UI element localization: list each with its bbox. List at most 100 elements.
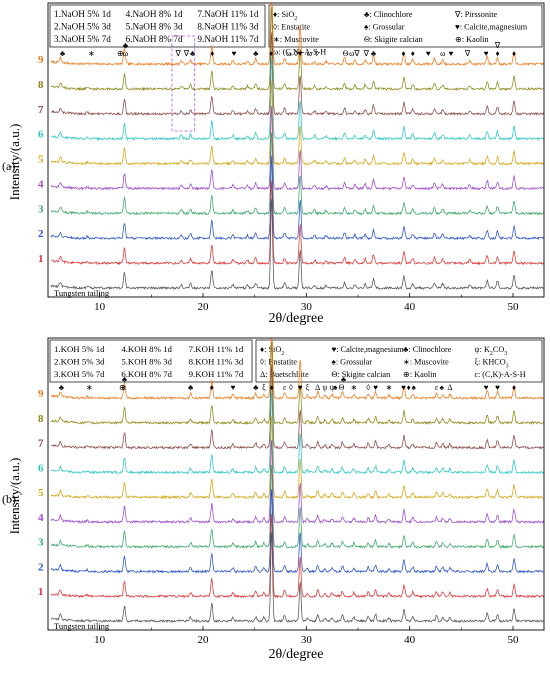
peak-marker: ♣ (188, 383, 194, 392)
x-tick-label: 10 (94, 301, 106, 313)
peak-marker: ω (307, 49, 312, 58)
xrd-trace (50, 338, 544, 401)
legend-phase-entry: ◊: Enstatite (273, 23, 310, 32)
xrd-trace (50, 155, 544, 241)
x-tick-label: 20 (198, 301, 210, 313)
peak-marker: ◊ (289, 383, 293, 392)
legend-phase-entry: ε: (C,K)-A-S-H (475, 370, 526, 379)
peak-marker: ∇ (363, 49, 370, 58)
x-tick-label: 30 (301, 634, 313, 646)
legend-sample-entry: 3.KOH 5% 7d (54, 369, 105, 379)
peak-marker: ♣ (253, 383, 259, 392)
legend-phase-entry: ∇: Pirssonite (454, 10, 497, 19)
panel-label: (a) (2, 159, 15, 173)
legend-phase-entry: ξ: KHCO3 (475, 358, 509, 370)
peak-marker: ◊ (315, 49, 319, 58)
x-tick-label: 10 (94, 634, 106, 646)
peak-marker: Θ (339, 383, 345, 392)
peak-marker: ♥ (484, 383, 489, 392)
peak-marker: ε (123, 383, 127, 392)
trace-number-label: 1 (38, 253, 44, 265)
peak-marker: Θ (343, 49, 349, 58)
peak-marker: ♦ (270, 383, 274, 392)
peak-marker: ∗ (386, 383, 393, 392)
x-tick-label: 40 (404, 634, 416, 646)
xrd-trace (50, 513, 544, 599)
trace-number-label: 6 (38, 462, 44, 474)
legend-phase-entry: ψ: K2CO3 (475, 345, 508, 357)
peak-marker: ∗ (351, 383, 358, 392)
x-tick-label: 20 (198, 634, 210, 646)
peak-marker: Δ (447, 383, 452, 392)
legend-phase-entry: ∗: Muscovite (403, 358, 449, 367)
legend-sample-entry: 1.NaOH 5% 1d (54, 9, 111, 19)
peak-marker: ♦ (495, 49, 499, 58)
trace-number-label: 8 (38, 79, 44, 91)
legend-sample-entry: 1.KOH 5% 1d (54, 344, 105, 354)
peak-marker: ♦ (401, 49, 405, 58)
peak-marker: ♥ (298, 383, 303, 392)
trace-number-label: 7 (38, 438, 44, 450)
peak-marker: ψ (322, 383, 327, 392)
legend-sample-entry: 6.NaOH 8% 7d (126, 34, 183, 44)
legend-phase-entry: ⊕: Kaolin (403, 370, 436, 379)
trace-number-label: 7 (38, 104, 44, 116)
trace-number-label: 1 (38, 586, 44, 598)
trace-number-label: 5 (38, 154, 44, 166)
peak-marker: ◊ (294, 49, 298, 58)
legend-phase-entry: ♠: Grossular (364, 23, 405, 32)
peak-marker: ψ (330, 383, 335, 392)
peak-marker: ♥ (484, 49, 489, 58)
peak-marker: ◊ (366, 383, 370, 392)
xrd-trace (50, 7, 544, 92)
xrd-trace (50, 198, 544, 291)
legend-sample-entry: 7.KOH 11% 1d (189, 344, 244, 354)
peak-marker: ∇ (464, 49, 471, 58)
xrd-trace (50, 415, 544, 500)
chart-panel-a: 1.NaOH 5% 1d 4.NaOH 8% 1d 7.NaOH 11% 1d 2.N… (2, 2, 545, 326)
peak-marker: ♦ (269, 49, 273, 58)
peak-marker: ♠ (440, 383, 445, 392)
peak-marker: ♥ (373, 383, 378, 392)
peak-marker: ∗ (88, 49, 95, 58)
peak-marker: ∇ (494, 41, 501, 50)
legend-sample-entry: 8.NaOH 11% 3d (197, 22, 259, 32)
legend-phase-entry: Θ: Skigite calcian (332, 370, 391, 379)
peak-marker: ♦ (411, 49, 415, 58)
legend-phase-entry: ♣: Clinochlore (364, 10, 413, 19)
legend-sample-entry: 9.KOH 11% 7d (189, 369, 244, 379)
peak-marker: ♣ (60, 49, 66, 58)
peak-marker: ⊕ (119, 383, 126, 392)
legend-phase-entry: ♥: Calcite,magnesium (332, 345, 405, 354)
peak-marker: ♦ (210, 383, 214, 392)
peak-marker: ω (440, 49, 445, 58)
legend-phase-entry: ⊕: Kaolin (455, 35, 488, 44)
plot-frame (47, 337, 545, 631)
peak-marker: ∗ (86, 383, 93, 392)
tungsten-tailing-label: Tungsten tailing (54, 621, 110, 631)
peak-marker: ∇ (183, 49, 190, 58)
trace-number-label: 9 (38, 388, 44, 400)
x-tick-label: 50 (508, 634, 520, 646)
peak-marker: Δ (315, 383, 320, 392)
legend-sample-entry: 2.KOH 5% 3d (54, 357, 105, 367)
trace-number-label: 8 (38, 413, 44, 425)
trace-number-label: 5 (38, 487, 44, 499)
xrd-trace (50, 531, 544, 624)
peak-marker: ♣ (59, 383, 65, 392)
highlight-box (171, 35, 196, 132)
legend-sample-entry: 4.NaOH 8% 1d (126, 9, 183, 19)
xrd-trace (51, 180, 544, 266)
xrd-trace (51, 390, 544, 475)
peak-marker: ♥ (298, 49, 303, 58)
xrd-trace (50, 132, 544, 216)
trace-number-label: 4 (38, 178, 44, 190)
xrd-trace (50, 56, 544, 141)
xrd-trace (51, 341, 544, 426)
legend-sample-entry: 5.KOH 8% 3d (121, 357, 172, 367)
peak-marker: ω (349, 49, 354, 58)
peak-marker: ε (283, 383, 287, 392)
peak-marker: ♣ (341, 375, 347, 384)
legend-phase-entry: Θ: Skigite calcian (364, 35, 423, 44)
peak-marker: ω (286, 49, 291, 58)
